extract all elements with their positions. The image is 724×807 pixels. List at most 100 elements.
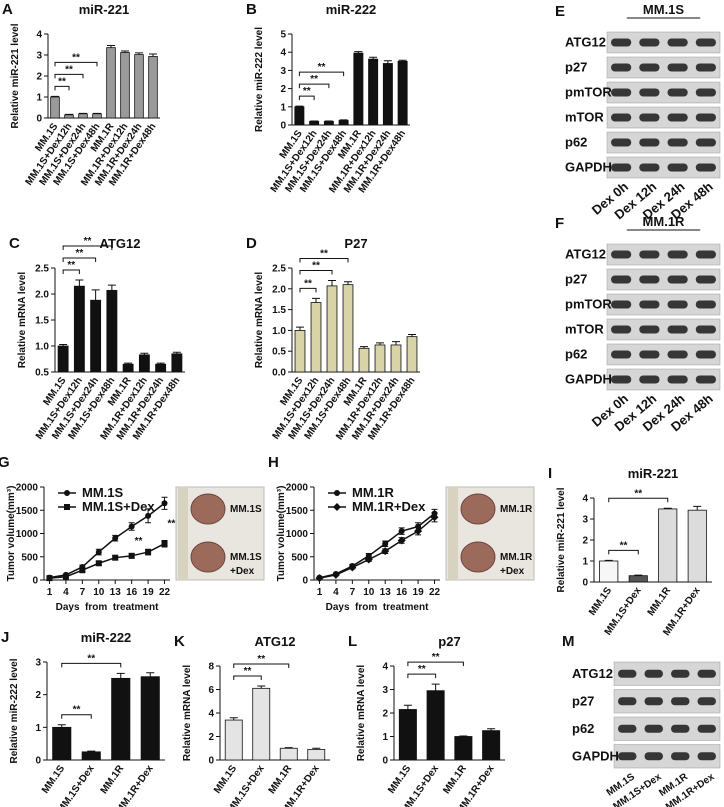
x-tick-label: MM.1R [441, 763, 469, 796]
marker [414, 527, 423, 536]
error-bar [398, 59, 407, 62]
bar [57, 345, 69, 373]
blot-strip [606, 81, 721, 104]
y-axis-label: Tumor volume(mm³) [6, 486, 17, 582]
marker [128, 552, 135, 559]
y-tick-label: 2.5 [272, 264, 286, 275]
marker [334, 490, 340, 496]
y-tick-label: 0 [208, 756, 214, 767]
y-tick-label: 1500 [16, 506, 39, 517]
band [611, 113, 632, 122]
group-label: MM.1R [643, 214, 686, 229]
y-tick-label: 3 [382, 685, 388, 696]
significance-bracket [61, 714, 92, 719]
bar [64, 114, 74, 119]
significance-bracket [62, 245, 113, 250]
bar [106, 47, 116, 119]
significance-label: ** [310, 74, 318, 85]
marker [381, 547, 390, 556]
protein-label: GAPDH [572, 748, 619, 763]
band [639, 163, 660, 172]
x-tick-label: 1 [317, 587, 323, 598]
significance-bracket [233, 675, 262, 680]
error-bar [124, 362, 133, 365]
y-tick-label: 1 [382, 732, 388, 743]
blot-strip [606, 243, 721, 266]
panel-letter: I [548, 465, 552, 482]
band [667, 250, 688, 259]
band [611, 325, 632, 334]
significance-label: ** [303, 86, 311, 97]
bar [358, 347, 370, 373]
y-tick-label: 1 [35, 723, 41, 734]
y-axis-label: Tumor volume(mm³) [276, 486, 287, 582]
band [639, 250, 660, 259]
protein-label: GAPDH [565, 160, 612, 175]
band [695, 250, 716, 259]
x-tick-label: 10 [363, 587, 375, 598]
marker [145, 512, 152, 519]
y-tick-label: 2.5 [35, 264, 49, 275]
photo-label: MM.1S [230, 504, 262, 515]
significance-bracket [62, 257, 97, 262]
bar [279, 747, 298, 761]
y-tick-label: 4 [582, 494, 588, 505]
band [644, 669, 663, 678]
blot-strip [613, 661, 721, 686]
marker [128, 523, 135, 530]
y-tick-label: 1.0 [35, 342, 49, 353]
error-bar [312, 297, 320, 303]
band [697, 724, 716, 733]
panel-letter: M [562, 633, 575, 650]
bar [406, 336, 418, 373]
significance-label: ** [168, 519, 176, 530]
band [667, 63, 688, 72]
panel-letter: C [9, 235, 20, 252]
bar [482, 730, 501, 761]
band [618, 697, 637, 706]
significance-label: ** [312, 260, 320, 271]
blot-strip [606, 56, 721, 79]
band [667, 38, 688, 47]
error-bar [172, 351, 181, 354]
bar [78, 113, 88, 119]
x-tick-label: 19 [143, 587, 155, 598]
panel-letter: F [555, 215, 564, 232]
band [611, 63, 632, 72]
band [667, 113, 688, 122]
bar [658, 508, 678, 583]
error-bar [116, 672, 125, 679]
error-bar [431, 683, 440, 691]
bar [294, 329, 306, 373]
error-bar [107, 284, 116, 291]
y-tick-label: 8 [208, 662, 214, 673]
y-tick-label: 2 [208, 732, 214, 743]
significance-bracket [61, 662, 122, 668]
x-tick-label: 1 [47, 587, 53, 598]
band [611, 275, 632, 284]
significance-bracket [233, 663, 290, 668]
y-tick-label: 1000 [16, 529, 39, 540]
significance-label: ** [418, 664, 426, 675]
significance-label: ** [634, 488, 642, 499]
y-axis-label: Relative miR-221 level [10, 23, 21, 128]
bar [92, 113, 102, 119]
x-tick-label: 13 [110, 587, 122, 598]
legend-label: MM.1S+Dex [82, 499, 155, 514]
marker [397, 536, 406, 545]
significance-label: ** [58, 76, 66, 87]
bar [155, 363, 167, 373]
legend-label: MM.1R+Dex [352, 499, 426, 514]
bar [134, 54, 144, 119]
significance-bracket [407, 661, 464, 667]
bar [599, 560, 619, 583]
band [611, 350, 632, 359]
chart-title: miR-222 [81, 630, 132, 645]
panel-letter: K [174, 633, 185, 650]
bar [398, 709, 417, 761]
error-bar [339, 119, 348, 121]
legend-label: MM.1S [82, 485, 124, 500]
x-tick-label: MM.1S [587, 585, 614, 618]
band [695, 325, 716, 334]
y-tick-label: 0 [582, 578, 588, 589]
